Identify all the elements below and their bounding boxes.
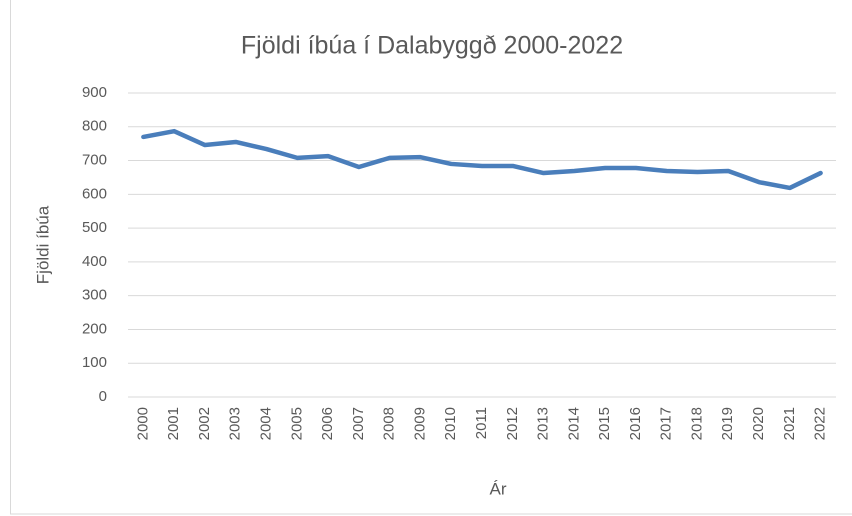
x-tick-label: 2008 [381,407,398,440]
x-tick-label: 2002 [196,407,213,440]
x-tick-label: 2003 [227,407,244,440]
x-tick-label: 2020 [750,407,767,440]
x-tick-label: 2007 [350,407,367,440]
x-tick-label: 2000 [134,407,151,440]
y-axis-title: Fjöldi íbúa [33,205,52,284]
x-tick-label: 2018 [688,407,705,440]
x-tick-label: 2019 [719,407,736,440]
x-tick-label: 2009 [411,407,428,440]
x-axis-title: Ár [490,479,507,498]
x-tick-label: 2011 [473,407,490,439]
y-tick-label: 300 [82,287,107,304]
x-tick-label: 2015 [596,407,613,440]
y-tick-label: 900 [82,84,107,101]
y-tick-label: 700 [82,152,107,169]
x-tick-label: 2017 [658,407,675,440]
x-tick-label: 2012 [504,407,521,440]
y-tick-label: 800 [82,118,107,135]
y-tick-label: 100 [82,354,107,371]
chart-title: Fjöldi íbúa í Dalabyggð 2000-2022 [241,32,623,60]
chart-frame [10,0,852,515]
x-tick-label: 2022 [812,407,829,440]
y-tick-label: 400 [82,253,107,270]
y-tick-label: 600 [82,185,107,202]
x-tick-label: 2010 [442,407,459,440]
x-tick-label: 2016 [627,407,644,440]
y-tick-label: 0 [99,388,107,405]
y-tick-label: 500 [82,219,107,236]
x-tick-label: 2004 [257,407,274,440]
x-tick-label: 2014 [565,407,582,440]
x-tick-label: 2021 [781,407,798,440]
x-tick-label: 2005 [288,407,305,440]
line-series [141,128,823,191]
x-tick-label: 2013 [535,407,552,440]
y-tick-label: 200 [82,320,107,337]
x-tick-label: 2006 [319,407,336,440]
x-tick-label: 2001 [165,407,182,440]
